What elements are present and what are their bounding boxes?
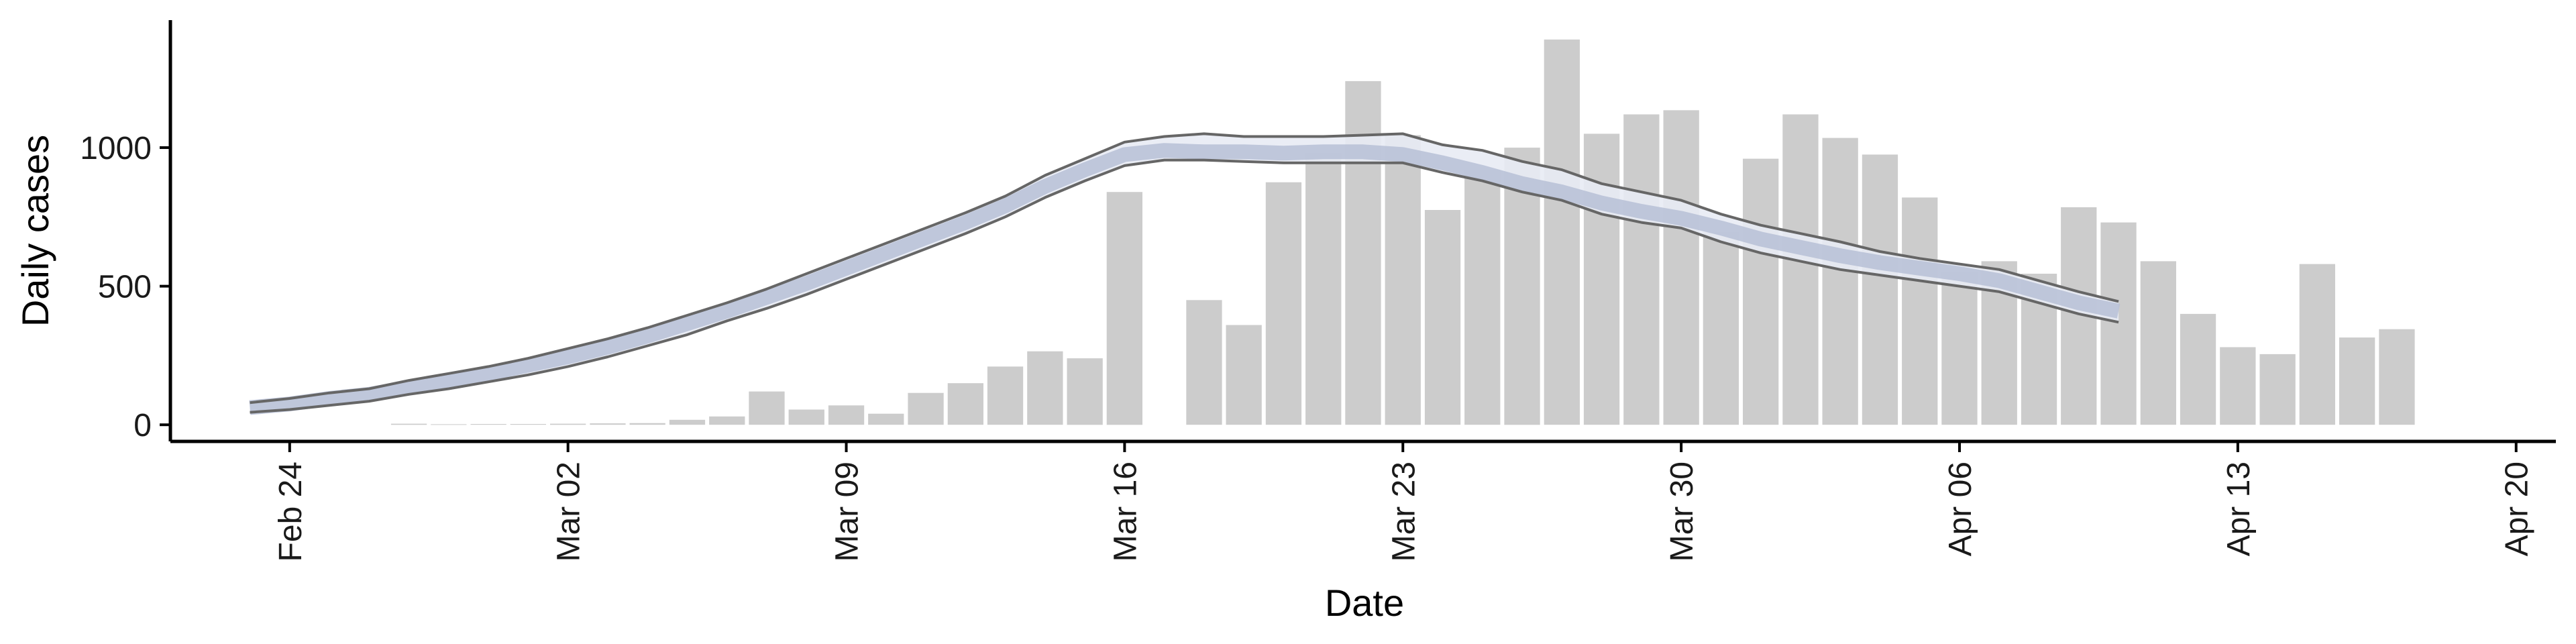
bar [2180,313,2216,425]
estimate-lower-line [250,158,2119,414]
y-tick-label: 500 [98,270,152,305]
estimate-mean-line [249,143,2121,415]
bar [1822,138,1858,425]
bar [1663,110,1699,425]
bar [431,424,467,425]
bar [2100,222,2137,425]
bar [828,405,865,425]
bar [868,413,904,425]
bar [2140,261,2176,425]
bar [669,419,706,425]
estimate-band [250,133,2119,413]
bar [1703,232,1739,425]
bar [390,423,427,425]
y-tick-label: 1000 [80,131,152,166]
bar [1106,192,1142,425]
bar [470,424,506,425]
x-axis-title: Date [1325,582,1404,624]
x-tick-label: Mar 16 [1108,462,1143,561]
bar [1941,272,1978,425]
bar [1544,39,1580,425]
bar [550,423,586,425]
bar [749,391,785,425]
x-tick-label: Apr 20 [2500,462,2535,556]
x-tick-label: Apr 06 [1943,462,1978,556]
bar [788,409,824,425]
bar [2379,329,2415,425]
bar [1265,182,1302,425]
bar [947,383,983,425]
bar [2220,347,2256,425]
bar [510,424,546,425]
x-tick-label: Feb 24 [273,462,309,561]
bar [2339,337,2375,425]
bar [1464,170,1501,425]
bar [987,366,1024,425]
bar [1305,153,1342,425]
bar [709,416,745,425]
y-tick-label: 0 [133,408,152,443]
bar [1226,325,1262,425]
bar [1385,135,1421,425]
bar [1345,80,1381,425]
bar [2259,354,2296,425]
bar [1902,197,1938,425]
x-tick-label: Mar 09 [830,462,865,561]
bar [1782,114,1819,425]
y-axis-title: Daily cases [14,135,56,327]
bars-layer [390,39,2415,425]
bar [590,423,626,425]
bar [1583,133,1620,425]
bar [1067,358,1103,425]
bar [1027,351,1063,425]
bar [1424,210,1461,425]
x-tick-label: Apr 13 [2221,462,2257,556]
bar [2299,264,2335,425]
bar [1623,114,1660,425]
bar [1743,158,1779,425]
x-tick-label: Mar 30 [1664,462,1700,561]
bar [629,423,665,425]
ticks-layer: 0 500 1000 Feb 24 Mar 02 Mar 09 Mar 16 Mar 23 Ma… [80,131,2534,561]
x-tick-label: Mar 02 [551,462,587,561]
estimate-upper-line [250,132,2119,405]
x-tick-label: Mar 23 [1386,462,1421,561]
bar [1186,300,1222,425]
bar [1862,154,1898,425]
bar [908,392,944,425]
estimate-band-layer [249,132,2121,415]
